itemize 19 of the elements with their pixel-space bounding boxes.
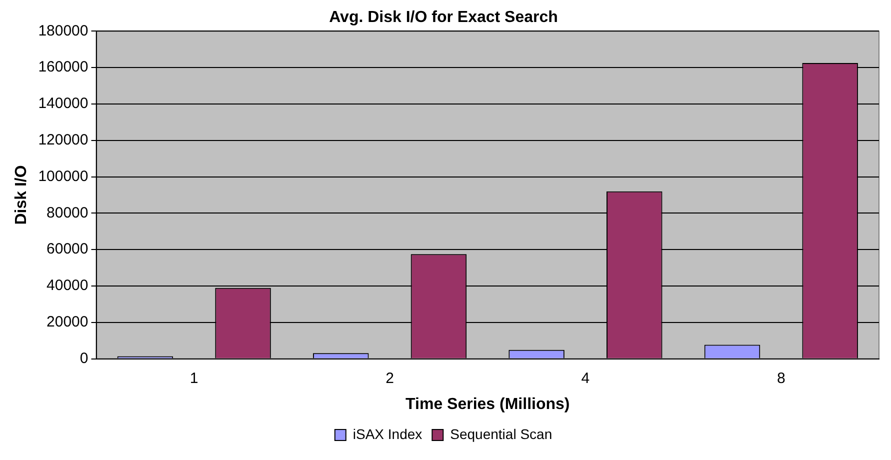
y-tick-label: 60000 [46, 240, 88, 258]
x-tick-label: 4 [581, 370, 590, 387]
x-tick-label: 2 [386, 370, 394, 387]
x-axis-title: Time Series (Millions) [406, 396, 570, 413]
y-tick-label: 40000 [46, 277, 88, 294]
chart-title: Avg. Disk I/O for Exact Search [329, 9, 558, 26]
y-tick-label: 160000 [38, 58, 88, 76]
y-tick-label: 180000 [38, 22, 88, 40]
y-tick-label: 20000 [46, 314, 88, 331]
y-tick-label: 80000 [46, 204, 88, 222]
x-tick-label: 1 [190, 370, 198, 387]
legend-label: iSAX Index [352, 426, 422, 442]
legend-label: Sequential Scan [450, 426, 552, 442]
y-tick-label: 120000 [38, 132, 88, 149]
x-tick-label: 8 [776, 370, 786, 387]
y-tick-label: 140000 [38, 95, 88, 112]
y-tick-label: 100000 [38, 168, 88, 185]
y-axis-title: Disk I/O [13, 165, 30, 225]
y-tick-label: 0 [80, 350, 88, 367]
